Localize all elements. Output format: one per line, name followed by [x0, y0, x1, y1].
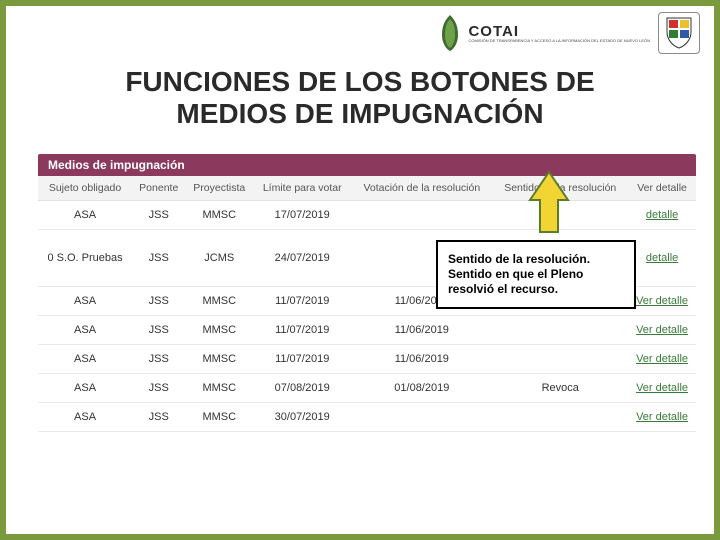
- cell-vot: [351, 201, 492, 230]
- cell-sen: [492, 316, 628, 345]
- cell-so: ASA: [38, 403, 132, 432]
- cell-pon: JSS: [132, 345, 185, 374]
- cell-lim: 24/07/2019: [253, 230, 351, 287]
- cell-so: ASA: [38, 316, 132, 345]
- cell-so: ASA: [38, 345, 132, 374]
- cell-vot: [351, 403, 492, 432]
- cell-vot: 11/06/2019: [351, 345, 492, 374]
- ver-detalle-link[interactable]: Ver detalle: [636, 353, 688, 365]
- table-row: ASA JSS MMSC 11/07/2019 11/06/2019 Ver d…: [38, 345, 696, 374]
- ver-detalle-link[interactable]: detalle: [646, 209, 678, 221]
- cell-pon: JSS: [132, 201, 185, 230]
- cell-detalle: Ver detalle: [628, 374, 696, 403]
- cell-so: ASA: [38, 201, 132, 230]
- cell-detalle: detalle: [628, 230, 696, 287]
- ver-detalle-link[interactable]: Ver detalle: [636, 295, 688, 307]
- table-row: ASA JSS MMSC 11/07/2019 11/06/2019 Ver d…: [38, 316, 696, 345]
- col-proyectista: Proyectista: [185, 176, 253, 201]
- nl-shield-logo: [658, 12, 700, 54]
- cotai-icon: [436, 13, 464, 53]
- cell-proy: MMSC: [185, 403, 253, 432]
- ver-detalle-link[interactable]: Ver detalle: [636, 324, 688, 336]
- table-row: ASA JSS MMSC 30/07/2019 Ver detalle: [38, 403, 696, 432]
- ver-detalle-link[interactable]: Ver detalle: [636, 411, 688, 423]
- cell-pon: JSS: [132, 316, 185, 345]
- cell-proy: MMSC: [185, 374, 253, 403]
- cotai-text: COTAI COMISIÓN DE TRANSPARENCIA Y ACCESO…: [468, 24, 650, 43]
- ver-detalle-link[interactable]: detalle: [646, 252, 678, 264]
- cell-proy: MMSC: [185, 345, 253, 374]
- col-votacion: Votación de la resolución: [351, 176, 492, 201]
- cell-pon: JSS: [132, 230, 185, 287]
- cell-detalle: Ver detalle: [628, 403, 696, 432]
- cell-detalle: Ver detalle: [628, 345, 696, 374]
- table-row: ASA JSS MMSC 17/07/2019 detalle: [38, 201, 696, 230]
- cell-so: ASA: [38, 287, 132, 316]
- cell-sen: [492, 403, 628, 432]
- cell-proy: MMSC: [185, 201, 253, 230]
- cell-pon: JSS: [132, 374, 185, 403]
- pointer-arrow-icon: [526, 170, 572, 240]
- slide-page: COTAI COMISIÓN DE TRANSPARENCIA Y ACCESO…: [0, 0, 720, 540]
- cell-lim: 11/07/2019: [253, 287, 351, 316]
- cell-lim: 30/07/2019: [253, 403, 351, 432]
- cell-pon: JSS: [132, 287, 185, 316]
- ver-detalle-link[interactable]: Ver detalle: [636, 382, 688, 394]
- cell-proy: MMSC: [185, 287, 253, 316]
- col-sujeto: Sujeto obligado: [38, 176, 132, 201]
- cell-detalle: Ver detalle: [628, 316, 696, 345]
- cell-detalle: detalle: [628, 201, 696, 230]
- cell-so: 0 S.O. Pruebas: [38, 230, 132, 287]
- title-line-2: MEDIOS DE IMPUGNACIÓN: [176, 98, 543, 129]
- cell-vot: 01/08/2019: [351, 374, 492, 403]
- col-limite: Límite para votar: [253, 176, 351, 201]
- cell-sen: [492, 345, 628, 374]
- cell-lim: 11/07/2019: [253, 316, 351, 345]
- cell-proy: MMSC: [185, 316, 253, 345]
- cell-so: ASA: [38, 374, 132, 403]
- page-title: FUNCIONES DE LOS BOTONES DE MEDIOS DE IM…: [6, 66, 714, 130]
- logo-bar: COTAI COMISIÓN DE TRANSPARENCIA Y ACCESO…: [436, 12, 700, 54]
- callout-box: Sentido de la resolución. Sentido en que…: [436, 240, 636, 309]
- cell-lim: 11/07/2019: [253, 345, 351, 374]
- col-ponente: Ponente: [132, 176, 185, 201]
- panel-header: Medios de impugnación: [38, 154, 696, 176]
- cotai-sub: COMISIÓN DE TRANSPARENCIA Y ACCESO A LA …: [468, 39, 650, 43]
- col-verdetalle: Ver detalle: [628, 176, 696, 201]
- cell-detalle: Ver detalle: [628, 287, 696, 316]
- cotai-label: COTAI: [468, 24, 650, 39]
- table-header-row: Sujeto obligado Ponente Proyectista Lími…: [38, 176, 696, 201]
- cell-vot: 11/06/2019: [351, 316, 492, 345]
- table-row: ASA JSS MMSC 07/08/2019 01/08/2019 Revoc…: [38, 374, 696, 403]
- cell-lim: 07/08/2019: [253, 374, 351, 403]
- cell-sen: Revoca: [492, 374, 628, 403]
- cell-proy: JCMS: [185, 230, 253, 287]
- cotai-logo: COTAI COMISIÓN DE TRANSPARENCIA Y ACCESO…: [436, 13, 650, 53]
- title-line-1: FUNCIONES DE LOS BOTONES DE: [125, 66, 594, 97]
- cell-lim: 17/07/2019: [253, 201, 351, 230]
- cell-pon: JSS: [132, 403, 185, 432]
